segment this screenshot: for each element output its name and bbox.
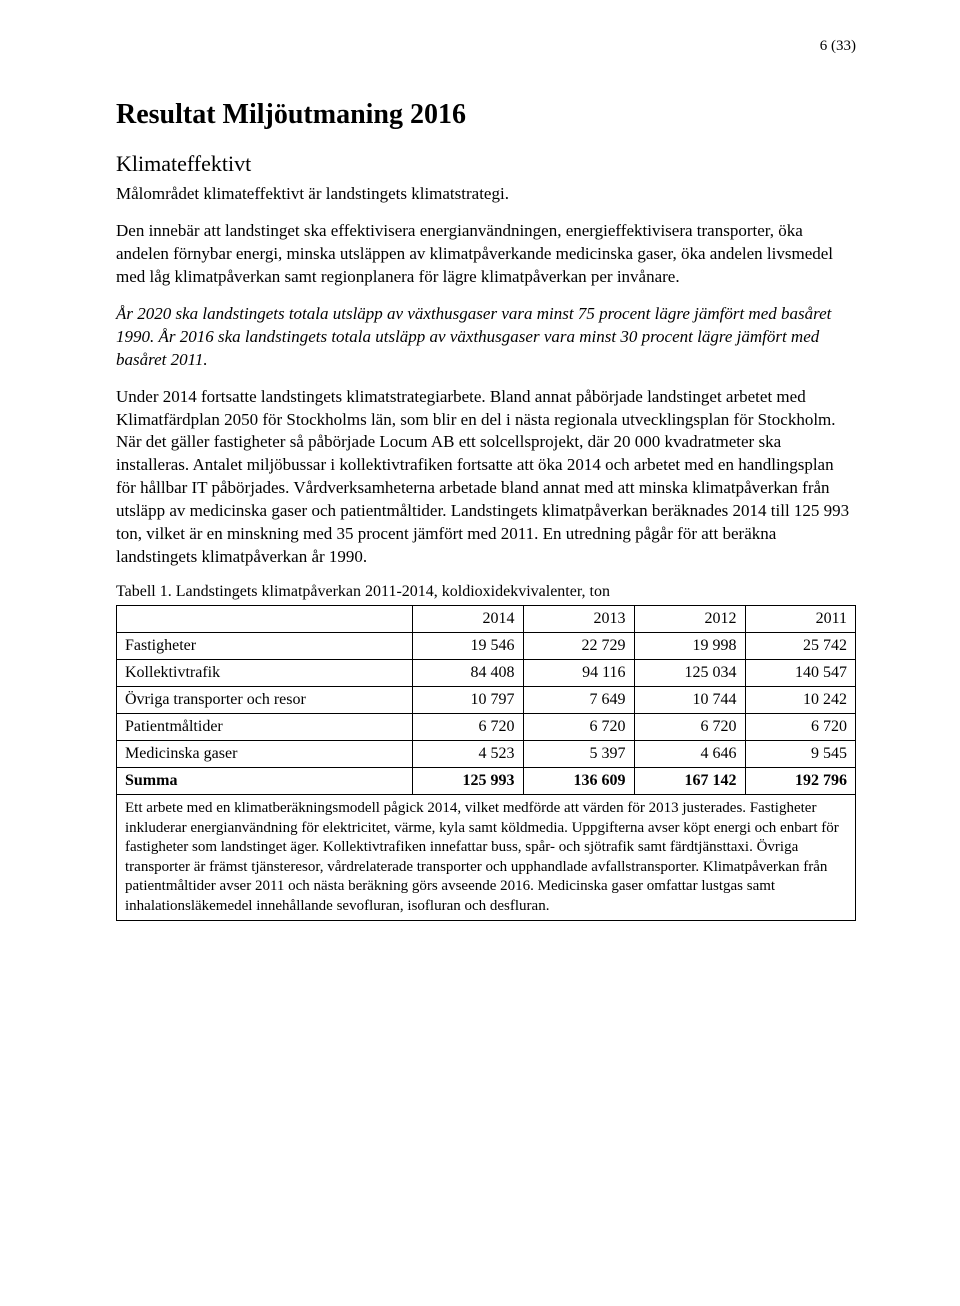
table-header: 2011 xyxy=(745,606,856,633)
sum-cell: 167 142 xyxy=(634,768,745,795)
cell: 6 720 xyxy=(634,714,745,741)
cell: 19 546 xyxy=(412,633,523,660)
row-label: Kollektivtrafik xyxy=(117,660,413,687)
cell: 7 649 xyxy=(523,687,634,714)
table-row: Kollektivtrafik 84 408 94 116 125 034 14… xyxy=(117,660,856,687)
row-label: Fastigheter xyxy=(117,633,413,660)
cell: 9 545 xyxy=(745,741,856,768)
paragraph-4: Under 2014 fortsatte landstingets klimat… xyxy=(116,386,856,570)
cell: 10 797 xyxy=(412,687,523,714)
page-title: Resultat Miljöutmaning 2016 xyxy=(116,99,856,131)
table-row: Övriga transporter och resor 10 797 7 64… xyxy=(117,687,856,714)
paragraph-3-goal: År 2020 ska landstingets totala utsläpp … xyxy=(116,303,856,372)
climate-table: Tabell 1. Landstingets klimatpåverkan 20… xyxy=(116,583,856,921)
row-label: Övriga transporter och resor xyxy=(117,687,413,714)
row-label: Medicinska gaser xyxy=(117,741,413,768)
cell: 4 646 xyxy=(634,741,745,768)
cell: 10 744 xyxy=(634,687,745,714)
table-row: Patientmåltider 6 720 6 720 6 720 6 720 xyxy=(117,714,856,741)
table-header: 2014 xyxy=(412,606,523,633)
cell: 84 408 xyxy=(412,660,523,687)
cell: 4 523 xyxy=(412,741,523,768)
sum-cell: 192 796 xyxy=(745,768,856,795)
cell: 25 742 xyxy=(745,633,856,660)
cell: 10 242 xyxy=(745,687,856,714)
table-footnote: Ett arbete med en klimatberäkningsmodell… xyxy=(117,795,856,921)
sum-cell: 136 609 xyxy=(523,768,634,795)
table-sum-row: Summa 125 993 136 609 167 142 192 796 xyxy=(117,768,856,795)
sum-cell: 125 993 xyxy=(412,768,523,795)
table-header: 2012 xyxy=(634,606,745,633)
paragraph-1: Målområdet klimateffektivt är landstinge… xyxy=(116,183,856,206)
cell: 6 720 xyxy=(412,714,523,741)
cell: 5 397 xyxy=(523,741,634,768)
cell: 6 720 xyxy=(745,714,856,741)
page-number: 6 (33) xyxy=(116,38,856,55)
paragraph-2: Den innebär att landstinget ska effektiv… xyxy=(116,220,856,289)
cell: 19 998 xyxy=(634,633,745,660)
row-label: Patientmåltider xyxy=(117,714,413,741)
cell: 22 729 xyxy=(523,633,634,660)
cell: 6 720 xyxy=(523,714,634,741)
cell: 94 116 xyxy=(523,660,634,687)
table-caption: Tabell 1. Landstingets klimatpåverkan 20… xyxy=(116,583,856,605)
cell: 140 547 xyxy=(745,660,856,687)
page: 6 (33) Resultat Miljöutmaning 2016 Klima… xyxy=(0,0,960,1306)
sum-label: Summa xyxy=(117,768,413,795)
table-row: Medicinska gaser 4 523 5 397 4 646 9 545 xyxy=(117,741,856,768)
cell: 125 034 xyxy=(634,660,745,687)
section-subtitle: Klimateffektivt xyxy=(116,151,856,177)
table-row: Fastigheter 19 546 22 729 19 998 25 742 xyxy=(117,633,856,660)
table-header xyxy=(117,606,413,633)
table-header: 2013 xyxy=(523,606,634,633)
table-header-row: 2014 2013 2012 2011 xyxy=(117,606,856,633)
table-footnote-row: Ett arbete med en klimatberäkningsmodell… xyxy=(117,795,856,921)
